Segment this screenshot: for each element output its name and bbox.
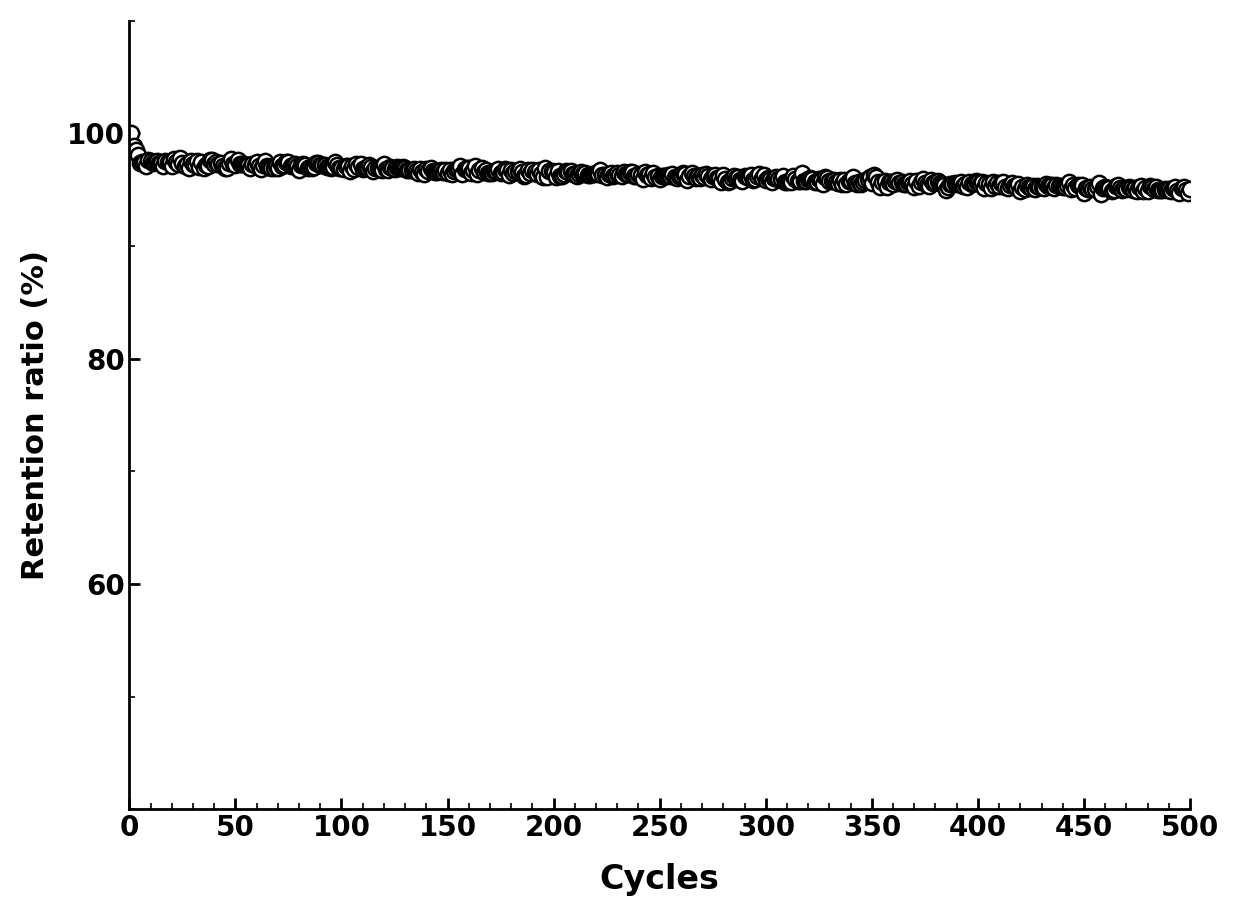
X-axis label: Cycles: Cycles — [600, 863, 719, 896]
Y-axis label: Retention ratio (%): Retention ratio (%) — [21, 250, 50, 580]
